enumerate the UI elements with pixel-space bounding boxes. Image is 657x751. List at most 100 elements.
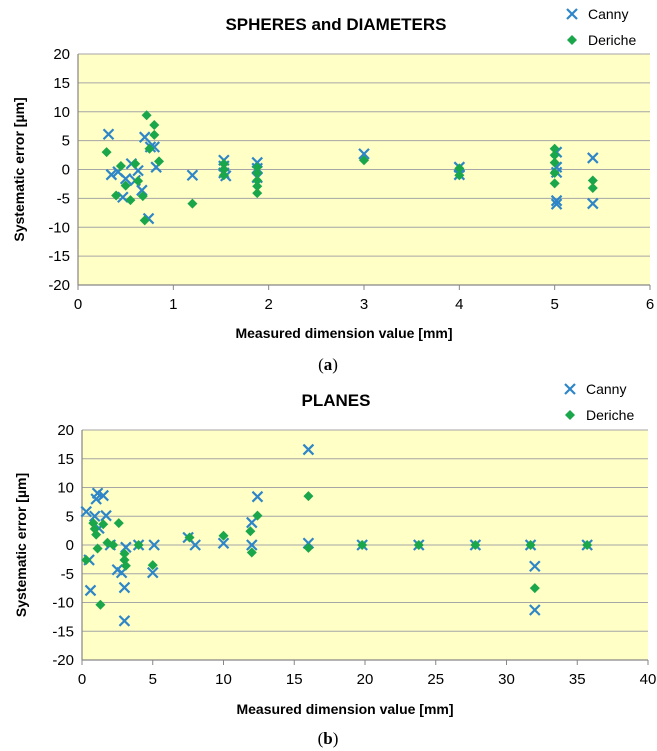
x-tick-label: 5 xyxy=(149,671,157,688)
y-tick-label: 5 xyxy=(66,508,74,525)
deriche-point xyxy=(120,180,131,191)
canny-point xyxy=(186,169,199,182)
x-tick-label: 0 xyxy=(78,671,86,688)
canny-point xyxy=(217,537,230,550)
x-tick-label: 2 xyxy=(264,296,272,313)
deriche-point xyxy=(92,543,103,554)
y-tick-label: -5 xyxy=(57,190,70,207)
x-tick-label: 40 xyxy=(640,671,657,688)
canny-point xyxy=(84,584,97,597)
canny-point xyxy=(358,148,370,160)
x-tick-label: 10 xyxy=(215,671,232,688)
deriche-point xyxy=(125,195,136,206)
x-tick-label: 5 xyxy=(550,296,558,313)
deriche-point xyxy=(454,163,465,174)
y-tick-label: -20 xyxy=(52,652,74,669)
deriche-point xyxy=(252,162,263,173)
deriche-point xyxy=(98,519,109,530)
x-tick-label: 6 xyxy=(646,296,654,313)
legend-marker-canny xyxy=(566,8,578,20)
deriche-point xyxy=(187,198,198,209)
canny-point xyxy=(251,490,264,503)
x-axis-label: Measured dimension value [mm] xyxy=(235,325,452,341)
x-axis-label: Measured dimension value [mm] xyxy=(236,701,453,717)
deriche-point xyxy=(549,167,560,178)
deriche-point xyxy=(549,150,560,161)
y-tick-label: 0 xyxy=(62,162,70,179)
y-tick-label: -15 xyxy=(48,248,70,265)
deriche-point xyxy=(252,181,263,192)
deriche-point xyxy=(184,532,195,543)
deriche-point xyxy=(549,143,560,154)
y-tick-label: -5 xyxy=(61,566,74,583)
deriche-point xyxy=(137,191,148,202)
canny-point xyxy=(80,505,93,518)
deriche-point xyxy=(144,143,155,154)
canny-point xyxy=(119,172,132,185)
y-tick-label: 20 xyxy=(53,46,70,63)
deriche-point xyxy=(245,526,256,537)
deriche-point xyxy=(587,175,598,186)
deriche-point xyxy=(95,599,106,610)
deriche-point xyxy=(218,164,229,175)
chart-title: PLANES xyxy=(302,391,371,410)
y-tick-label: -10 xyxy=(48,219,70,236)
canny-point xyxy=(105,168,118,181)
canny-point xyxy=(102,128,115,141)
y-axis-label: Systematic error [µm] xyxy=(13,473,29,617)
y-tick-label: 10 xyxy=(53,104,70,121)
legend-label-deriche: Deriche xyxy=(588,32,636,48)
canny-point xyxy=(189,539,201,551)
deriche-point xyxy=(587,182,598,193)
canny-point xyxy=(529,604,541,616)
deriche-point xyxy=(139,215,150,226)
deriche-point xyxy=(252,188,263,199)
x-tick-label: 25 xyxy=(427,671,444,688)
deriche-point xyxy=(218,170,229,181)
canny-point xyxy=(118,581,131,594)
legend-label-canny: Canny xyxy=(586,381,626,397)
deriche-point xyxy=(246,547,257,558)
canny-point xyxy=(246,539,258,551)
deriche-point xyxy=(133,176,144,187)
deriche-point xyxy=(470,540,481,550)
deriche-point xyxy=(454,170,465,181)
deriche-point xyxy=(119,548,130,559)
y-tick-label: -15 xyxy=(52,623,74,640)
deriche-point xyxy=(549,178,560,189)
deriche-point xyxy=(115,161,126,172)
deriche-point xyxy=(113,518,124,529)
x-tick-label: 30 xyxy=(498,671,515,688)
deriche-point xyxy=(549,157,560,168)
deriche-point xyxy=(303,491,314,502)
canny-point xyxy=(88,510,101,523)
deriche-point xyxy=(133,540,144,550)
canny-point xyxy=(138,131,151,143)
canny-point xyxy=(550,194,563,207)
y-tick-label: -20 xyxy=(48,277,70,294)
deriche-point xyxy=(252,167,263,178)
x-tick-label: 20 xyxy=(357,671,374,688)
canny-point xyxy=(148,539,160,551)
y-tick-label: 10 xyxy=(57,480,74,497)
deriche-point xyxy=(111,190,122,201)
deriche-point xyxy=(529,583,540,594)
deriche-point xyxy=(101,147,112,158)
deriche-point xyxy=(120,560,131,571)
deriche-point xyxy=(154,156,165,167)
legend-marker-deriche xyxy=(565,410,575,420)
deriche-point xyxy=(108,540,119,550)
x-tick-label: 35 xyxy=(569,671,586,688)
y-tick-label: 15 xyxy=(53,75,70,92)
deriche-point xyxy=(218,158,229,169)
canny-point xyxy=(246,516,258,529)
y-tick-label: 15 xyxy=(57,451,74,468)
canny-point xyxy=(97,489,110,502)
canny-point xyxy=(118,615,131,627)
canny-point xyxy=(529,560,541,573)
canny-point xyxy=(587,197,599,210)
deriche-point xyxy=(130,158,141,169)
